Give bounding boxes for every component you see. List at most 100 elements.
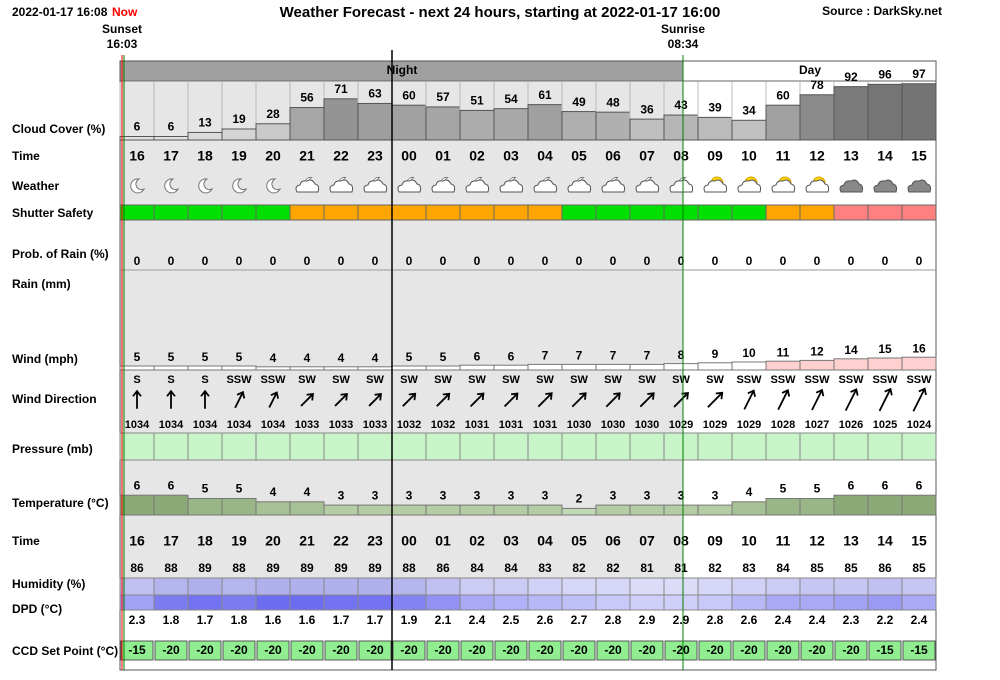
weather-icon (771, 176, 796, 193)
wind-bar (833, 358, 869, 371)
ccd-value: -20 (332, 643, 350, 657)
wind-dir: SW (366, 374, 384, 386)
rain-prob: 0 (916, 254, 923, 268)
wind-arrow (200, 389, 210, 409)
wind-bar (527, 363, 563, 371)
cloud (465, 179, 490, 193)
arrow-shaft (777, 389, 789, 411)
temp-bar (799, 498, 835, 516)
arrow-head (476, 392, 485, 401)
wind-arrow (402, 392, 417, 407)
row-label: Cloud Cover (%) (12, 122, 105, 136)
temp-value: 6 (916, 478, 923, 492)
ccd-cell (834, 640, 868, 661)
ccd-cell (324, 640, 358, 661)
humidity-value: 85 (844, 561, 858, 575)
hour: 07 (639, 533, 655, 549)
arrow-head (236, 390, 246, 399)
pressure-cell (663, 432, 699, 461)
cloud-bar (459, 109, 495, 141)
arrow-shaft (743, 390, 755, 410)
humidity-cell (595, 577, 631, 596)
weather-icon (635, 176, 660, 193)
cloud (363, 179, 388, 193)
temp-bar (527, 504, 563, 516)
pressure-value: 1030 (635, 419, 659, 431)
row-label: Weather (12, 179, 59, 193)
wind-arrow (811, 388, 825, 411)
pressure-value: 1034 (193, 419, 218, 431)
dpd-value: 1.6 (299, 613, 316, 627)
pressure-cell (731, 432, 767, 461)
hour: 23 (367, 533, 383, 549)
humidity-value: 89 (368, 561, 382, 575)
weather-icon (669, 176, 694, 193)
dpd-cell (357, 594, 393, 611)
ccd-cell (562, 640, 596, 661)
wind-arrow (844, 388, 859, 412)
ccd-cell (494, 640, 528, 661)
row-label: Pressure (mb) (12, 442, 93, 456)
arrow-head (132, 389, 142, 397)
cloud-bar (833, 86, 869, 141)
dpd-cell (187, 594, 223, 611)
ccd-cell (188, 640, 222, 661)
wind-dir: SW (638, 374, 656, 386)
temp-bar (391, 504, 427, 516)
wind-bar (901, 356, 937, 371)
day-label: Day (799, 63, 821, 77)
shutter-cell (357, 204, 393, 221)
arrow-head (647, 392, 655, 400)
ccd-value: -20 (298, 643, 316, 657)
temp-value: 3 (508, 488, 515, 502)
row-label: Time (12, 534, 40, 548)
wind-arrow (166, 389, 176, 409)
ccd-value: -20 (536, 643, 554, 657)
shutter-cell (119, 204, 155, 221)
cloud-bar (187, 131, 223, 141)
arrow-shaft (300, 393, 314, 407)
wind-arrow (707, 391, 724, 408)
cloud-bar (527, 104, 563, 141)
humidity-value: 89 (300, 561, 314, 575)
wind-arrow (234, 390, 246, 409)
temp-bar (255, 501, 291, 516)
cloud (771, 179, 796, 193)
temp-bar (833, 494, 869, 516)
shutter-cell (629, 204, 665, 221)
ccd-value: -15 (128, 643, 146, 657)
source: Source : DarkSky.net (822, 4, 942, 18)
wind-arrow (878, 387, 893, 412)
row-label: Wind Direction (12, 392, 97, 406)
cloud-value: 78 (810, 78, 824, 92)
arrow-shaft (436, 393, 450, 407)
moon (232, 178, 248, 194)
hour: 21 (299, 148, 315, 164)
hour: 09 (707, 148, 723, 164)
temp-bar (153, 494, 189, 516)
weather-icon (533, 176, 558, 193)
arrow-shaft (912, 388, 926, 412)
dpd-value: 2.4 (469, 613, 486, 627)
pressure-value: 1031 (465, 419, 489, 431)
temp-value: 3 (644, 488, 651, 502)
ccd-value: -20 (196, 643, 214, 657)
arrow-head (613, 392, 621, 400)
rain-prob: 0 (712, 254, 719, 268)
temp-bar (765, 498, 801, 516)
rain-prob: 0 (168, 254, 175, 268)
wind-dir: S (167, 374, 174, 386)
cloud-bar (119, 136, 155, 141)
cloud-bar (867, 83, 903, 141)
wind-arrow (268, 391, 279, 408)
wind-bar (323, 366, 359, 371)
humidity-cell (357, 577, 393, 596)
weather-icon (232, 178, 248, 194)
cloud-value: 6 (168, 120, 175, 134)
humidity-value: 86 (436, 561, 450, 575)
temp-value: 3 (440, 488, 447, 502)
temp-value: 6 (134, 478, 141, 492)
humidity-cell (629, 577, 665, 596)
wind-arrow (469, 392, 485, 408)
sunset-label: Sunset (102, 22, 142, 36)
